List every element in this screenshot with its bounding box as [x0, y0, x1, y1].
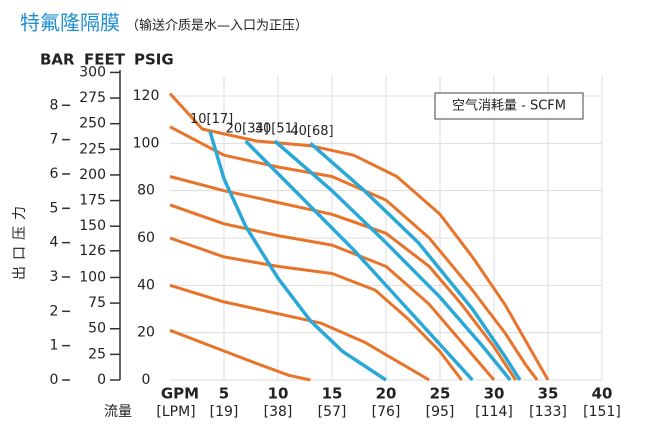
x-unit: GPM: [161, 385, 199, 403]
pressure-curve: [169, 175, 517, 381]
psig-tick-label: 80: [137, 183, 155, 199]
psig-tick-label: 40: [137, 277, 155, 293]
series-label: 40[68]: [290, 124, 333, 139]
air-line: [309, 141, 522, 381]
feet-tick-label: 200: [79, 167, 106, 183]
pressure-curve: [169, 328, 311, 382]
air-line: [208, 131, 387, 382]
feet-tick-label: 126: [79, 243, 106, 259]
pressure-curve: [169, 236, 463, 381]
x-tick-label-lpm: [57]: [318, 404, 347, 420]
psig-unit: PSIG: [134, 51, 174, 69]
legend-title: 空气消耗量 - SCFM: [452, 98, 566, 114]
bar-unit: BAR: [40, 51, 75, 69]
x-tick-label: 15: [322, 385, 343, 403]
feet-tick-label: 25: [88, 346, 106, 362]
bar-tick-label: 3: [50, 269, 59, 285]
x-tick-label-lpm: [95]: [426, 404, 455, 420]
x-tick-label: 30: [484, 385, 505, 403]
feet-tick-label: 50: [88, 321, 106, 337]
x-tick-label: 5: [219, 385, 229, 403]
x-tick-label-lpm: [151]: [583, 404, 621, 420]
bar-tick-label: 5: [50, 200, 59, 216]
feet-tick-label: 300: [79, 64, 106, 80]
x-unit2: [LPM]: [156, 404, 195, 420]
x-tick-label: 35: [538, 385, 559, 403]
bar-tick-label: 2: [50, 303, 59, 319]
pressure-curve: [169, 283, 430, 382]
legend-box: [434, 92, 584, 120]
air-line: [244, 139, 474, 382]
feet-unit: FEET: [84, 51, 126, 69]
feet-tick-label: 150: [79, 218, 106, 234]
psig-tick-label: 120: [133, 88, 160, 104]
feet-tick-label: 250: [79, 116, 106, 132]
bar-tick-label: 4: [50, 235, 59, 251]
x-tick-label: 10: [268, 385, 289, 403]
air-line: [273, 139, 512, 382]
series-label: 30[51]: [255, 121, 298, 136]
psig-tick-label: 60: [137, 230, 155, 246]
feet-tick-label: 175: [79, 193, 106, 209]
feet-tick-label: 75: [88, 295, 106, 311]
chart-title: 特氟隆隔膜: [20, 11, 120, 35]
pressure-curve: [168, 92, 550, 381]
bar-tick-label: 1: [50, 338, 59, 354]
psig-tick-label: 20: [137, 325, 155, 341]
bar-tick-label: 6: [50, 166, 59, 182]
feet-tick-label: 225: [79, 141, 106, 157]
y-label: 出口压力: [12, 200, 28, 280]
feet-tick-label: 0: [97, 372, 106, 388]
bar-tick-label: 0: [50, 372, 59, 388]
psig-tick-label: 0: [142, 372, 151, 388]
x-tick-label: 20: [376, 385, 397, 403]
feet-tick-label: 275: [79, 90, 106, 106]
x-tick-label-lpm: [19]: [210, 404, 239, 420]
x-tick-label: 40: [592, 385, 613, 403]
series-label: 10[17]: [190, 112, 233, 127]
x-tick-label-lpm: [133]: [529, 404, 567, 420]
x-tick-label-lpm: [114]: [475, 404, 513, 420]
psig-tick-label: 100: [133, 135, 160, 151]
x-label: 流量: [104, 404, 132, 420]
pressure-curve: [169, 125, 539, 381]
series-label: 20[34]: [226, 121, 269, 136]
feet-tick-label: 100: [79, 269, 106, 285]
x-tick-label: 25: [430, 385, 451, 403]
bar-tick-label: 8: [50, 97, 59, 113]
x-tick-label-lpm: [76]: [372, 404, 401, 420]
bar-tick-label: 7: [50, 132, 59, 148]
chart-subtitle: （输送介质是水—入口为正压）: [126, 18, 308, 34]
x-tick-label-lpm: [38]: [264, 404, 293, 420]
